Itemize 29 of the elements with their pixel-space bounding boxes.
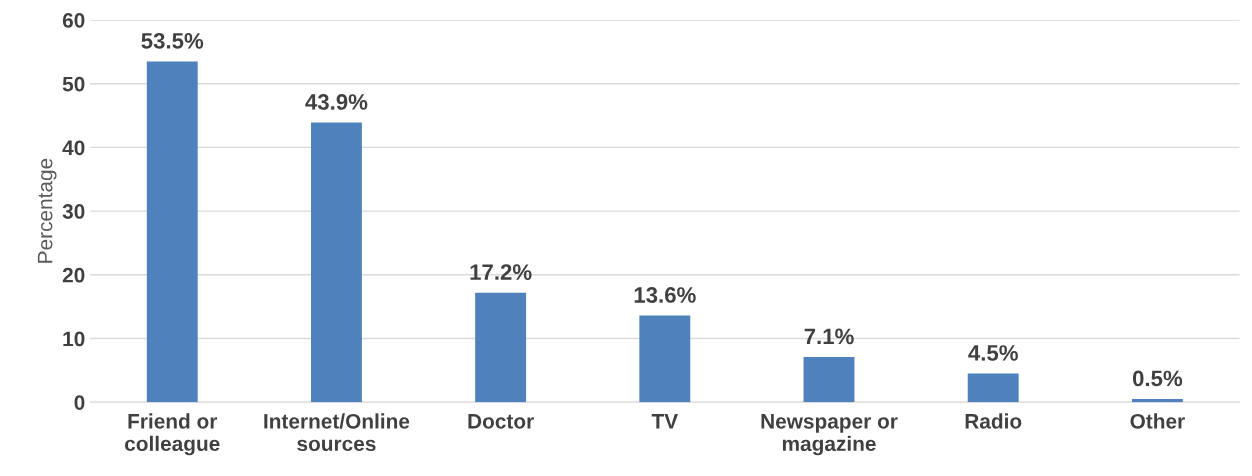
bar (146, 61, 198, 403)
x-tick-label: Doctor (468, 414, 534, 429)
data-label: 13.6% (634, 287, 696, 303)
data-label: 43.9% (305, 94, 368, 110)
data-label: 17.2% (470, 264, 532, 280)
y-tick-label: 50 (62, 76, 85, 92)
bar (803, 356, 855, 403)
y-tick-label: 0 (74, 395, 85, 410)
data-label: 0.5% (1132, 370, 1183, 387)
data-label: 53.5% (141, 32, 204, 49)
x-tick-label: Radio (965, 413, 1022, 429)
x-tick-label: TV (651, 414, 678, 429)
data-label: 7.1% (804, 328, 854, 345)
bar (310, 122, 362, 403)
bar (1131, 399, 1183, 403)
y-tick-label: 40 (62, 140, 85, 156)
bar (475, 292, 527, 403)
y-tick-label: 30 (62, 204, 85, 219)
x-tick-label: Other (1130, 413, 1185, 429)
bar (967, 373, 1019, 403)
x-tick-label: Internet/Online sources (264, 413, 410, 452)
y-tick-label: 20 (62, 267, 85, 283)
y-tick-label: 60 (62, 12, 85, 28)
y-tick-label: 10 (63, 331, 85, 347)
x-tick-label: Friend or colleague (125, 413, 220, 456)
data-label: 4.5% (968, 345, 1018, 361)
x-tick-label: Newspaper or magazine (761, 414, 898, 456)
y-axis-title: Percentage (37, 158, 57, 263)
bar (639, 315, 691, 403)
